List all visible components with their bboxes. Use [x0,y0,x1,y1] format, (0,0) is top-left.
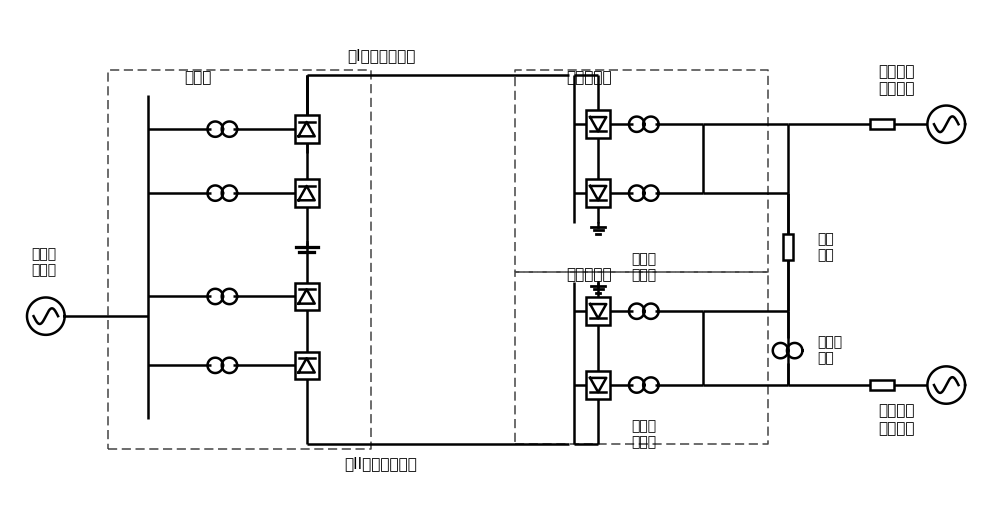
Bar [295,352,319,379]
Text: 第二逆变站: 第二逆变站 [566,267,612,282]
Text: 第一逆变站: 第一逆变站 [566,70,612,85]
Bar [586,297,610,325]
Bar [295,282,319,310]
Bar [870,380,894,390]
Bar [870,119,894,129]
Text: 第二换
流母线: 第二换 流母线 [631,419,656,450]
Text: 极I直流输电线路: 极I直流输电线路 [347,48,415,63]
Text: 整流站: 整流站 [184,70,211,85]
Text: 第一受端
交流电网: 第一受端 交流电网 [878,64,915,96]
Bar [295,179,319,207]
Text: 第二受端
交流电网: 第二受端 交流电网 [878,403,915,436]
Text: 互联
阻抗: 互联 阻抗 [817,232,834,262]
Bar [586,179,610,207]
Bar [586,371,610,399]
Text: 互联变
压器: 互联变 压器 [817,336,842,366]
Bar [586,111,610,138]
Text: 送端交
流电网: 送端交 流电网 [31,247,56,277]
Text: 极II直流输电线路: 极II直流输电线路 [345,456,417,471]
Bar [295,115,319,143]
Text: 第一换
流母线: 第一换 流母线 [631,252,656,282]
Bar [783,235,793,260]
